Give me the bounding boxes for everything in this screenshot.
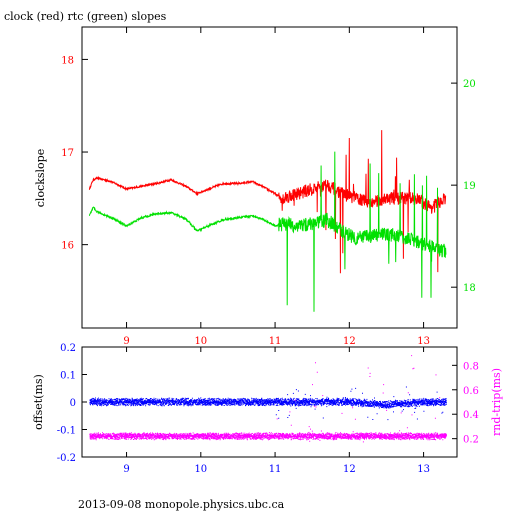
top-plot-frame [81,26,458,329]
bottom-y2-tick-label: 0.2 [463,435,479,446]
bottom-x-tick-label: 13 [417,464,430,475]
bottom-y-tick-label: -0.1 [57,426,76,437]
top-chart: 9 10 11 12 13 16 17 18 18 19 20 clockslope [34,26,476,347]
bottom-y-tick-label: 0.1 [60,371,76,382]
top-y2-tick-label: 19 [463,181,476,192]
bottom-x-tick-label: 11 [269,464,282,475]
bottom-x-tick-label: 9 [123,464,129,475]
top-y-tick-label: 17 [61,148,74,159]
bottom-x-tick-label: 10 [194,464,207,475]
bottom-y-tick-label: 0 [70,398,76,409]
bottom-y-tick-label: 0.2 [60,343,76,354]
top-y-tick-label: 16 [61,241,74,252]
bottom-y-axis-label: offset(ms) [32,374,45,430]
top-x-tick-label: 11 [269,336,282,347]
bottom-y2-tick-label: 0.8 [463,361,479,372]
chart-title: clock (red) rtc (green) slopes [4,10,167,23]
series-offset-points [89,386,447,421]
bottom-y2-tick-label: 0.4 [463,410,479,421]
top-y2-tick-label: 18 [463,283,476,294]
series-clock-line [88,130,447,274]
bottom-chart: 9 10 11 12 13 -0.2 -0.1 0 0.1 0.2 0.2 0.4 0.6 0.8 offs… [32,343,503,475]
bottom-y-tick-label: -0.2 [57,453,76,464]
bottom-y2-axis-label: rnd-trip(ms) [490,368,503,436]
top-y-tick-label: 18 [61,55,74,66]
footer-text: 2013-09-08 monopole.physics.ubc.ca [78,498,285,511]
top-y2-tick-label: 20 [463,79,476,90]
bottom-x-tick-label: 12 [343,464,356,475]
series-rnd-trip-points [89,355,447,443]
top-x-tick-label: 9 [123,336,129,347]
series-rtc-line [88,151,447,312]
top-y-axis-label: clockslope [34,149,47,207]
top-x-tick-label: 12 [343,336,356,347]
top-x-tick-label: 13 [417,336,430,347]
bottom-y2-tick-label: 0.6 [463,386,479,397]
top-x-tick-label: 10 [194,336,207,347]
